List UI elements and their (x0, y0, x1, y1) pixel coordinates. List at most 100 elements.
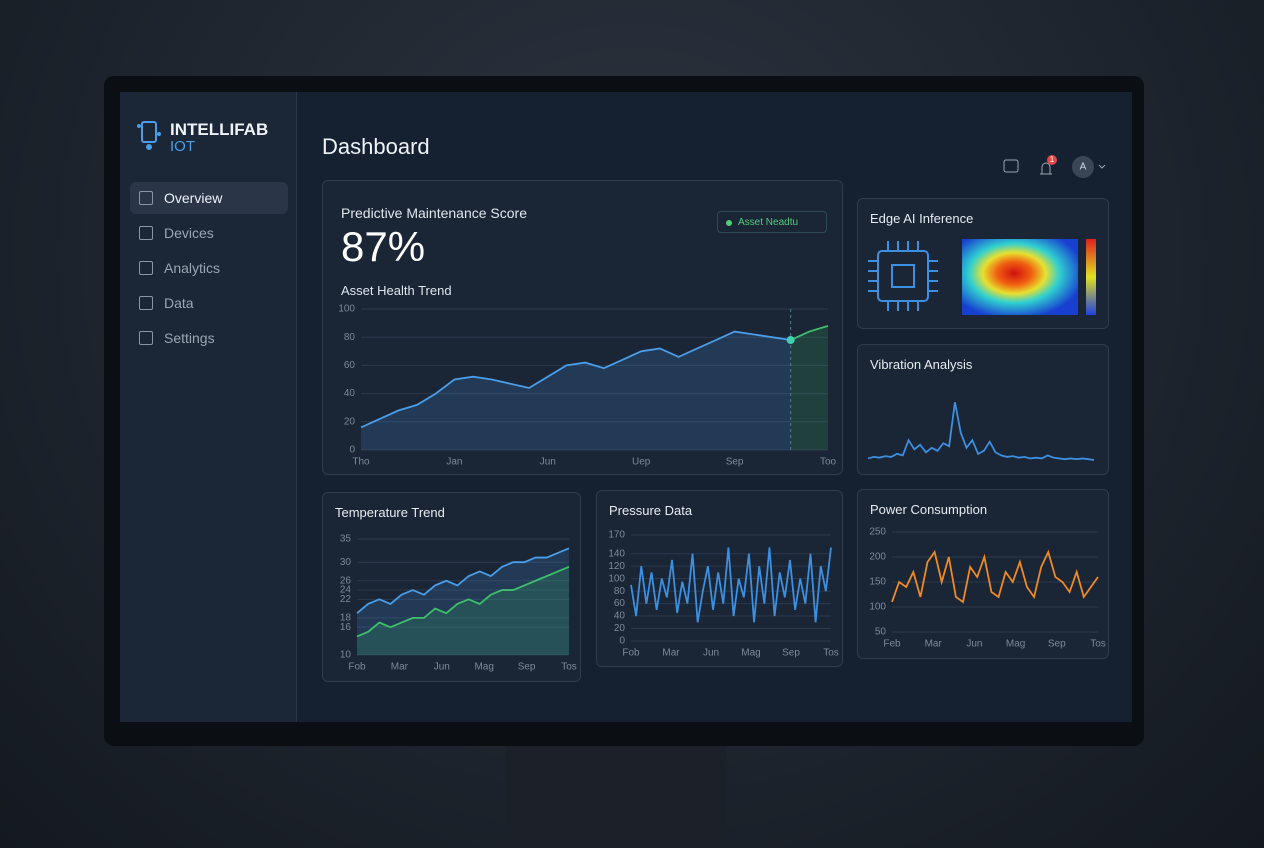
nav-icon (139, 331, 153, 345)
score-card: Predictive Maintenance Score 87% Asset N… (322, 180, 843, 475)
avatar[interactable] (1072, 156, 1094, 178)
y-tick-label: 20 (344, 416, 356, 427)
x-tick-label: Jun (966, 639, 982, 650)
nav-icon (139, 191, 153, 205)
x-tick-label: Mar (662, 648, 680, 659)
sidebar: INTELLIFAB IOT Overview Devices Analytics D… (120, 92, 297, 722)
chevron[interactable] (1098, 164, 1106, 169)
y-tick-label: 40 (344, 388, 356, 399)
x-tick-label: Jan (446, 457, 462, 468)
page-title: Dashboard (322, 134, 430, 159)
y-tick-label: 18 (340, 613, 352, 624)
vibration-card: Vibration Analysis (857, 344, 1109, 475)
edge-visual (868, 239, 1096, 315)
y-tick-label: 0 (349, 445, 355, 456)
area (790, 325, 828, 450)
x-tick-label: Mag (741, 648, 760, 659)
y-tick-label: 10 (340, 650, 352, 661)
y-tick-label: 100 (338, 304, 355, 315)
score-title: Predictive Maintenance Score (341, 205, 527, 221)
x-tick-label: Feb (883, 639, 901, 650)
brand: INTELLIFAB (170, 120, 269, 139)
y-tick-label: 170 (608, 530, 625, 541)
x-tick-label: Tos (823, 648, 839, 659)
x-tick-label: Mag (474, 662, 493, 673)
x-tick-label: Jun (540, 457, 556, 468)
x-tick-label: Fob (348, 662, 366, 673)
y-tick-label: 0 (619, 636, 625, 647)
nav-icon (139, 226, 153, 240)
x-tick-label: Sep (518, 662, 536, 673)
bell-icon[interactable] (1040, 162, 1052, 175)
x-tick-label: Tos (561, 662, 577, 673)
line (790, 325, 829, 341)
x-tick-label: Too (820, 457, 836, 468)
status-text: Asset Neadtu (738, 217, 799, 228)
y-tick-label: 50 (875, 627, 887, 638)
nav-item[interactable]: Devices (130, 217, 288, 249)
y-tick-label: 250 (869, 527, 886, 538)
y-tick-label: 60 (344, 360, 356, 371)
chart: 0 20 40 60 80 100 Tho Jan Jun Uep Sep Too (338, 304, 836, 468)
panel-title: Temperature Trend (335, 505, 445, 520)
edge-card: Edge AI Inference (857, 198, 1109, 329)
y-tick-label: 16 (340, 622, 352, 633)
y-tick-label: 20 (614, 623, 626, 634)
power-card: Power Consumption 50 100 150 200 250 Feb Mar Ju… (857, 489, 1109, 659)
x-tick-label: Mag (1006, 639, 1025, 650)
y-tick-label: 24 (340, 585, 352, 596)
nav-item[interactable]: Data (130, 287, 288, 319)
x-tick-label: Uep (632, 457, 651, 468)
y-tick-label: 120 (608, 561, 625, 572)
pressure-card: Pressure Data 0 20 40 60 80 100 120 140 170 Fob Ma… (596, 490, 843, 667)
x-tick-label: Jun (434, 662, 450, 673)
x-tick-label: Mar (925, 639, 943, 650)
y-tick-label: 22 (340, 594, 352, 605)
line (630, 547, 832, 623)
line (360, 330, 791, 429)
nav-item[interactable]: Overview (130, 182, 288, 214)
area (361, 331, 791, 450)
brand-sub: IOT (170, 138, 195, 155)
badge-count: 1 (1050, 155, 1055, 164)
nav-item[interactable]: Analytics (130, 252, 288, 284)
x-tick-label: Sep (1048, 639, 1066, 650)
panel-title: Vibration Analysis (870, 357, 973, 372)
calendar-icon[interactable] (1003, 159, 1019, 173)
line (356, 566, 570, 638)
nav-icon (139, 261, 153, 275)
chart (867, 402, 1095, 461)
y-tick-label: 80 (344, 332, 356, 343)
x-tick-label: Sep (782, 648, 800, 659)
y-tick-label: 100 (869, 602, 886, 613)
x-tick-label: Jun (703, 648, 719, 659)
y-tick-label: 200 (869, 552, 886, 563)
chart-title: Asset Health Trend (341, 283, 452, 298)
chart: 50 100 150 200 250 Feb Mar Jun Mag Sep Tos (869, 527, 1105, 650)
line (867, 402, 1095, 461)
y-tick-label: 100 (608, 573, 625, 584)
nav-item[interactable]: Settings (130, 322, 288, 354)
panel-title: Power Consumption (870, 502, 988, 517)
x-tick-label: Tho (352, 457, 370, 468)
x-tick-label: Fob (622, 648, 640, 659)
stand (506, 746, 726, 848)
toolbar: 1 A (1003, 155, 1106, 178)
marker-dot (786, 336, 795, 345)
y-tick-label: 60 (614, 598, 626, 609)
y-tick-label: 35 (340, 534, 352, 545)
temperature-card: Temperature Trend 10 16 18 22 24 26 30 35 Fob Mar… (322, 492, 581, 682)
status-pill[interactable]: Asset Neadtu (717, 211, 827, 233)
x-tick-label: Mar (391, 662, 409, 673)
x-tick-label: Sep (726, 457, 744, 468)
y-tick-label: 26 (340, 575, 352, 586)
y-tick-label: 140 (608, 548, 625, 559)
logo (137, 121, 161, 150)
badge (1047, 155, 1057, 165)
nav-icon (139, 296, 153, 310)
y-tick-label: 150 (869, 577, 886, 588)
panel-title: Edge AI Inference (870, 211, 974, 226)
